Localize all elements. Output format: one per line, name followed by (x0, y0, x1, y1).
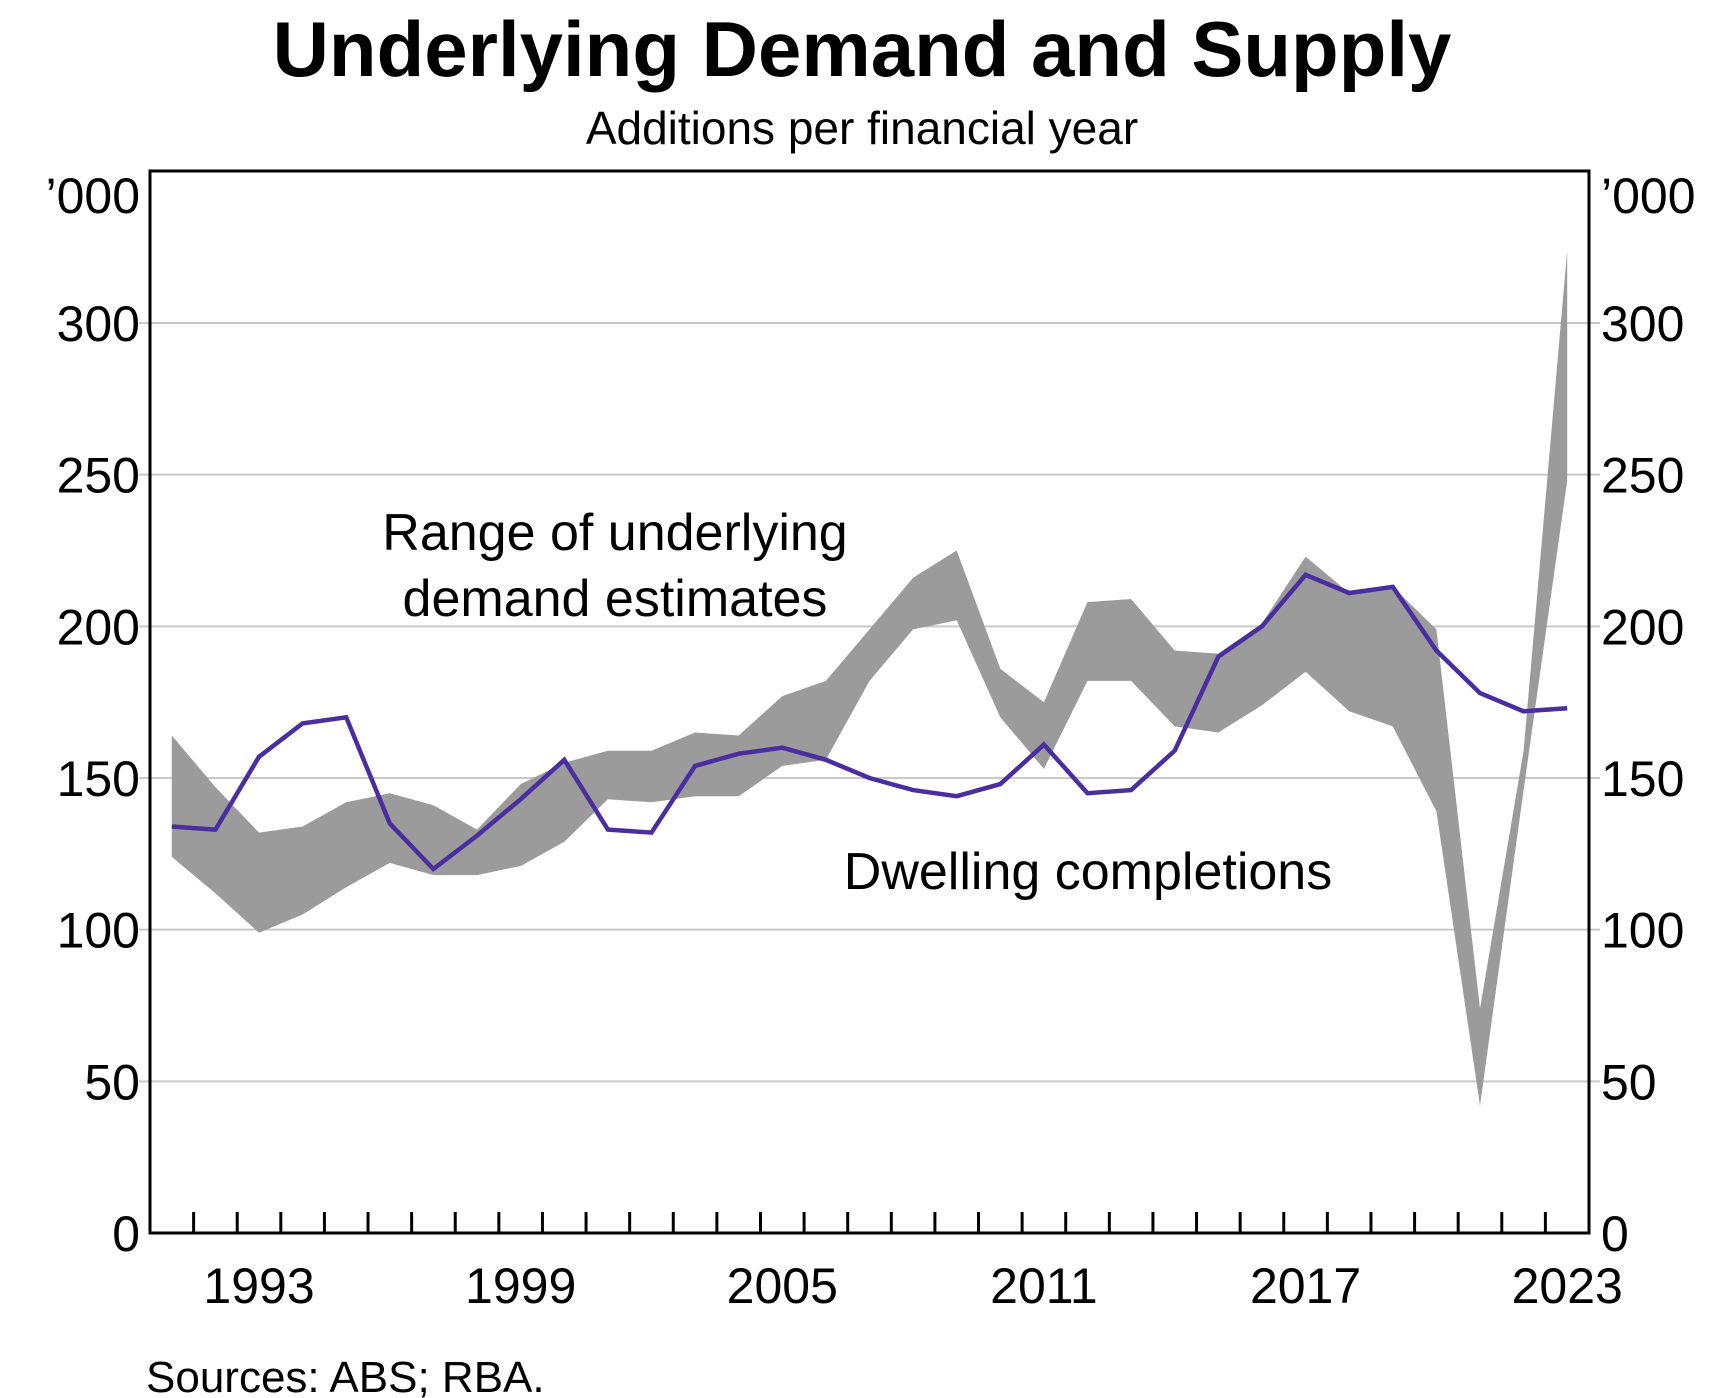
y-tick-label-right: 0 (1601, 1206, 1629, 1262)
x-tick-label: 2005 (727, 1258, 838, 1314)
y-axis-unit-right: ’000 (1601, 168, 1696, 224)
x-tick-label: 2011 (990, 1258, 1098, 1314)
plot-area: 0 0 50 50 100 100 150 150 200 200 250 250 300 300 1993… (57, 169, 1684, 1314)
y-tick-label-left: 250 (57, 448, 140, 504)
x-tick-label: 2017 (1250, 1258, 1361, 1314)
band-series-label-line1: Range of underlying (382, 504, 847, 562)
y-tick-label-left: 0 (112, 1206, 140, 1262)
y-tick-label-right: 250 (1601, 448, 1684, 504)
source-note: Sources: ABS; RBA. (146, 1353, 545, 1398)
y-tick-label-right: 50 (1601, 1054, 1657, 1110)
y-tick-label-left: 50 (84, 1054, 140, 1110)
y-tick-label-left: 150 (57, 751, 140, 807)
y-tick-label-right: 150 (1601, 751, 1684, 807)
completions-line (171, 572, 1568, 873)
line-series-label: Dwelling completions (844, 843, 1332, 901)
y-tick-label-left: 300 (57, 296, 140, 352)
band-series-label-line2: demand estimates (403, 570, 828, 628)
x-tick-label: 1993 (203, 1258, 314, 1314)
chart-subtitle: Additions per financial year (586, 102, 1138, 154)
y-tick-label-left: 200 (57, 599, 140, 655)
x-tick-label: 2023 (1512, 1258, 1623, 1314)
y-axis-unit-left: ’000 (45, 168, 140, 224)
y-tick-label-right: 200 (1601, 599, 1684, 655)
x-tick-label: 1999 (465, 1258, 576, 1314)
y-tick-label-right: 300 (1601, 296, 1684, 352)
demand-range-band (171, 250, 1568, 1106)
chart-title: Underlying Demand and Supply (273, 5, 1452, 93)
plot-border (148, 169, 1591, 1235)
y-tick-label-left: 100 (57, 903, 140, 959)
y-tick-label-right: 100 (1601, 903, 1684, 959)
